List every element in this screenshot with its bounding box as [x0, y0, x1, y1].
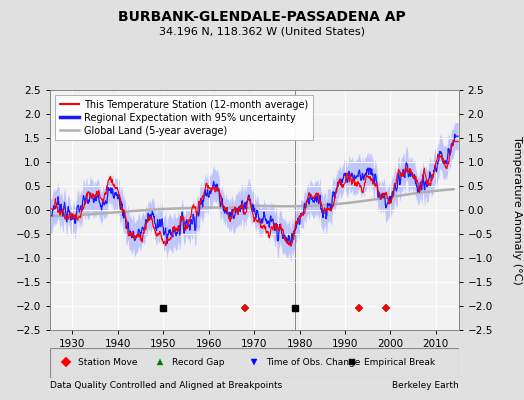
- Text: Berkeley Earth: Berkeley Earth: [392, 381, 458, 390]
- Text: Time of Obs. Change: Time of Obs. Change: [266, 358, 361, 367]
- Text: 34.196 N, 118.362 W (United States): 34.196 N, 118.362 W (United States): [159, 26, 365, 36]
- Text: Record Gap: Record Gap: [172, 358, 225, 367]
- Text: Station Move: Station Move: [79, 358, 138, 367]
- Y-axis label: Temperature Anomaly (°C): Temperature Anomaly (°C): [512, 136, 522, 284]
- Legend: This Temperature Station (12-month average), Regional Expectation with 95% uncer: This Temperature Station (12-month avera…: [54, 95, 313, 140]
- Text: BURBANK-GLENDALE-PASSADENA AP: BURBANK-GLENDALE-PASSADENA AP: [118, 10, 406, 24]
- Text: Data Quality Controlled and Aligned at Breakpoints: Data Quality Controlled and Aligned at B…: [50, 381, 282, 390]
- Text: Empirical Break: Empirical Break: [365, 358, 435, 367]
